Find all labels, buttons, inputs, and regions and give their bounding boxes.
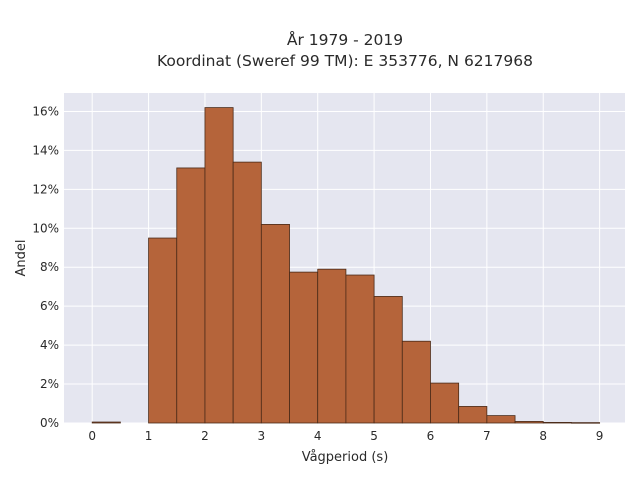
y-tick-label: 16% xyxy=(32,104,59,118)
x-tick-label: 1 xyxy=(145,429,153,443)
x-tick-label: 3 xyxy=(258,429,266,443)
histogram-bar xyxy=(260,224,290,424)
y-axis-ticks: 0% 2% 4% 6% 8% 10% 12% 14% 16% xyxy=(32,104,59,430)
histogram-bar xyxy=(176,167,206,424)
y-tick-label: 12% xyxy=(32,182,59,196)
x-tick-label: 8 xyxy=(539,429,547,443)
x-axis-ticks: 0 1 2 3 4 5 6 7 8 9 xyxy=(88,429,603,443)
histogram-bar xyxy=(486,415,516,424)
x-tick-label: 2 xyxy=(201,429,209,443)
y-tick-label: 10% xyxy=(32,221,59,235)
histogram-bar xyxy=(514,421,544,424)
x-tick-label: 4 xyxy=(314,429,322,443)
x-tick-label: 9 xyxy=(596,429,604,443)
histogram-bar xyxy=(430,382,460,424)
histogram-bar xyxy=(91,421,121,424)
x-tick-label: 7 xyxy=(483,429,491,443)
x-tick-label: 5 xyxy=(370,429,378,443)
histogram-bar xyxy=(373,296,403,424)
y-tick-label: 4% xyxy=(40,338,59,352)
x-tick-label: 6 xyxy=(427,429,435,443)
y-tick-label: 6% xyxy=(40,299,59,313)
y-tick-label: 14% xyxy=(32,143,59,157)
y-tick-label: 2% xyxy=(40,377,59,391)
y-tick-label: 0% xyxy=(40,416,59,430)
histogram-bar xyxy=(458,406,488,424)
histogram-bar xyxy=(148,237,178,424)
x-tick-label: 0 xyxy=(88,429,96,443)
histogram-bar xyxy=(542,422,572,424)
histogram-bar xyxy=(345,274,375,424)
chart-title-line2: Koordinat (Sweref 99 TM): E 353776, N 62… xyxy=(157,52,533,70)
histogram-bar xyxy=(232,161,262,424)
histogram-bar xyxy=(571,422,601,424)
histogram-bar xyxy=(204,107,234,424)
chart-title-line1: År 1979 - 2019 xyxy=(287,30,403,49)
histogram-bar xyxy=(317,268,347,424)
y-tick-label: 8% xyxy=(40,260,59,274)
y-axis-label: Andel xyxy=(14,240,29,277)
x-axis-label: Vågperiod (s) xyxy=(302,450,389,465)
histogram-bar xyxy=(289,271,319,424)
bars xyxy=(91,107,601,424)
histogram-bar xyxy=(401,340,431,424)
